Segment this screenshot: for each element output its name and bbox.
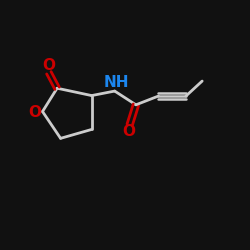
Text: NH: NH (104, 75, 130, 90)
Text: O: O (28, 105, 41, 120)
Text: O: O (122, 124, 135, 139)
Text: O: O (42, 58, 55, 73)
